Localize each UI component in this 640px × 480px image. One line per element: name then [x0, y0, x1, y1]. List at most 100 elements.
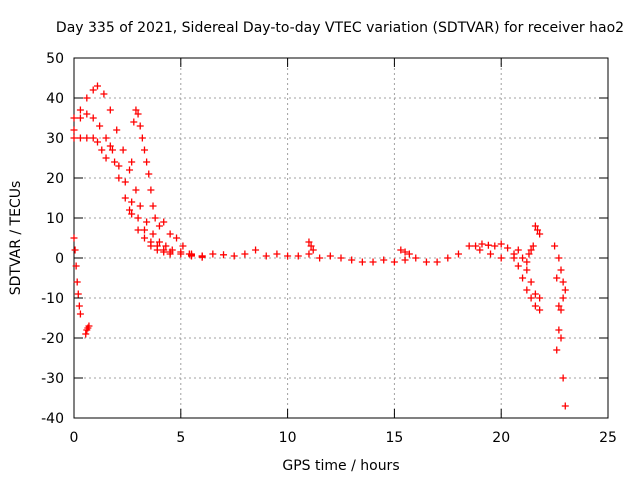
data-point [523, 286, 531, 294]
series-end-descent-b [514, 246, 544, 302]
data-point [476, 246, 484, 254]
x-tick-label: 0 [70, 430, 79, 446]
series-baseline-upper [472, 240, 518, 262]
data-point [126, 166, 134, 174]
data-point [209, 250, 217, 258]
series-dip-0.6h [82, 322, 93, 338]
data-point [138, 134, 146, 142]
data-point [220, 251, 228, 259]
data-point [115, 174, 123, 182]
data-point [143, 158, 151, 166]
data-point [525, 250, 533, 258]
data-point [73, 278, 81, 286]
data-point [75, 302, 83, 310]
y-tick-label: 40 [46, 91, 64, 107]
series-spike-3h [126, 106, 159, 222]
data-point [397, 246, 405, 254]
data-point [559, 374, 567, 382]
y-tick-label: 0 [55, 251, 64, 267]
x-axis-label: GPS time / hours [282, 458, 399, 474]
data-point [70, 134, 78, 142]
data-point [337, 254, 345, 262]
data-point [160, 218, 168, 226]
y-tick-label: 10 [46, 211, 64, 227]
data-point [412, 254, 420, 262]
data-point [519, 254, 527, 262]
data-point [514, 262, 522, 270]
data-point [326, 252, 334, 260]
series-tail-4h [155, 218, 193, 258]
data-point [358, 258, 366, 266]
data-point [160, 248, 168, 256]
data-point [529, 242, 537, 250]
data-point [134, 110, 142, 118]
data-point [504, 244, 512, 252]
data-point [555, 326, 563, 334]
data-point [348, 256, 356, 264]
data-point [401, 256, 409, 264]
series-end-descent-a [510, 250, 544, 314]
data-point [514, 246, 522, 254]
data-point [93, 82, 101, 90]
series-arc-lower [70, 134, 174, 258]
series-arc-middle [70, 110, 206, 260]
y-tick-label: 30 [46, 131, 64, 147]
data-point [534, 226, 542, 234]
data-point [241, 250, 249, 258]
data-point [128, 158, 136, 166]
series-final-spike-b [553, 294, 567, 354]
data-point [100, 90, 108, 98]
data-point [113, 126, 121, 134]
data-point [70, 234, 78, 242]
data-point [128, 198, 136, 206]
data-point [305, 238, 313, 246]
data-point [70, 126, 78, 134]
data-point [561, 402, 569, 410]
data-point [491, 242, 499, 250]
series-blip-21.8h [531, 222, 544, 238]
data-point [89, 134, 97, 142]
data-point [140, 226, 148, 234]
data-point [305, 250, 313, 258]
data-point [136, 122, 144, 130]
data-point [307, 242, 315, 250]
data-point [553, 346, 561, 354]
data-point [555, 302, 563, 310]
data-point [76, 134, 84, 142]
data-point [551, 242, 559, 250]
data-point [93, 138, 101, 146]
data-point [166, 250, 174, 258]
y-tick-label: 20 [46, 171, 64, 187]
series-baseline [187, 242, 505, 266]
series-blip-15.5h [397, 246, 413, 258]
data-point [497, 240, 505, 248]
data-point [519, 274, 527, 282]
data-point [121, 178, 129, 186]
data-point [147, 242, 155, 250]
data-point [187, 252, 195, 260]
data-point [433, 258, 441, 266]
data-point [83, 134, 91, 142]
data-point [510, 250, 518, 258]
tick-labels: 0 5 10 15 20 25 -40 -30 -20 -10 0 10 20 30 40 50 [41, 51, 617, 446]
data-point [82, 330, 90, 338]
data-point [380, 256, 388, 264]
data-point [143, 218, 151, 226]
data-point [484, 241, 492, 249]
data-point [536, 230, 544, 238]
data-point [98, 146, 106, 154]
data-point [230, 252, 238, 260]
data-point [134, 226, 142, 234]
data-point [401, 248, 409, 256]
data-point [128, 210, 136, 218]
data-point [487, 250, 495, 258]
data-point [149, 202, 157, 210]
data-point [523, 266, 531, 274]
data-point [89, 86, 97, 94]
data-point [145, 170, 153, 178]
series-blip-11h [305, 238, 317, 254]
data-point [130, 118, 138, 126]
data-point [83, 94, 91, 102]
data-point [527, 246, 535, 254]
data-point [155, 238, 163, 246]
